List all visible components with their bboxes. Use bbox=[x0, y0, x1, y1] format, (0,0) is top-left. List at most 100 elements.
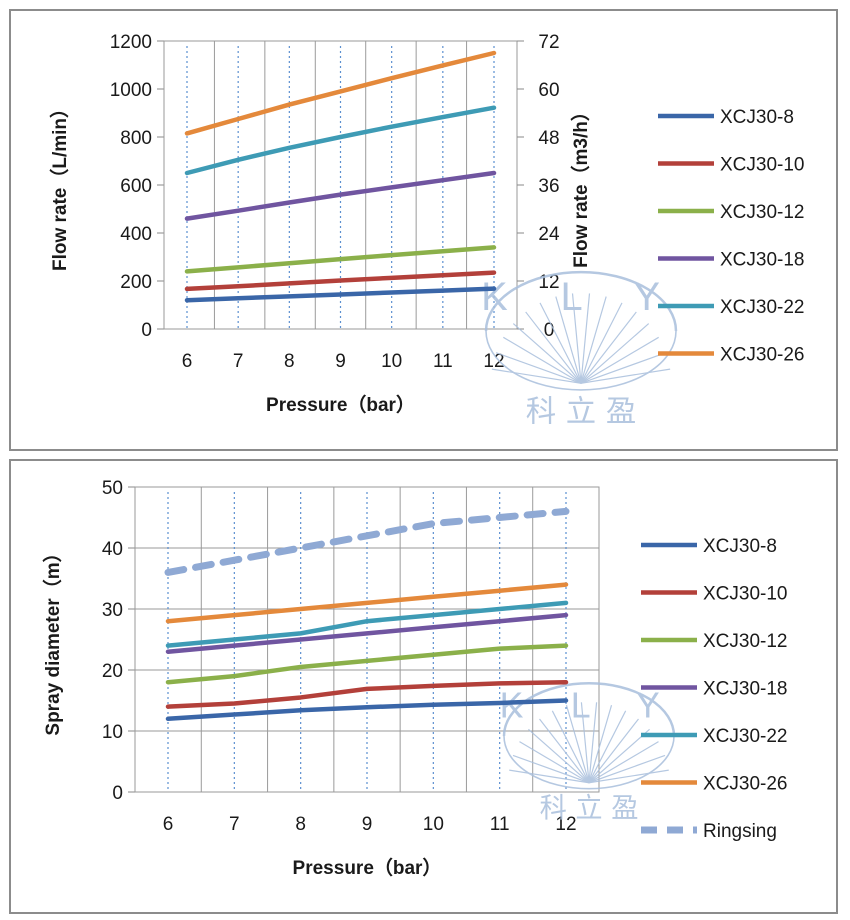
chart1-y-axis-title: Spray diameter（m） bbox=[41, 543, 64, 735]
chart1-watermark-ray bbox=[519, 741, 590, 784]
chart1-xtick-label: 12 bbox=[555, 814, 576, 835]
chart0-watermark-ray bbox=[580, 293, 591, 384]
chart0-legend-label-3: XCJ30-18 bbox=[720, 250, 805, 271]
chart0-ytick-label: 1200 bbox=[110, 32, 152, 53]
chart1-ytick-label: 0 bbox=[112, 783, 123, 804]
chart1-xtick-label: 6 bbox=[163, 814, 174, 835]
chart1-legend-label-2: XCJ30-12 bbox=[703, 631, 788, 652]
chart0-watermark-ray bbox=[491, 368, 582, 384]
chart0-legend-label-1: XCJ30-10 bbox=[720, 155, 805, 176]
chart1-ytick-label: 30 bbox=[102, 600, 123, 621]
chart0-watermark-ring bbox=[485, 271, 677, 391]
chart0-y2tick-label: 36 bbox=[538, 176, 559, 197]
chart0-y2tick-label: 60 bbox=[538, 80, 559, 101]
chart1-xtick-label: 11 bbox=[490, 814, 510, 835]
chart1-watermark-ray bbox=[588, 754, 666, 784]
chart0-ytick-label: 400 bbox=[120, 224, 152, 245]
chart0-watermark-ray bbox=[580, 368, 671, 384]
chart1-ytick-label: 50 bbox=[102, 478, 123, 499]
chart1-watermark-ray bbox=[509, 769, 590, 784]
chart0-series-line-3 bbox=[184, 170, 497, 221]
chart1-watermark-ray bbox=[588, 718, 639, 784]
chart0-xtick-label: 6 bbox=[182, 351, 193, 372]
chart1-ytick-label: 10 bbox=[102, 722, 123, 743]
chart0-xtick-label: 12 bbox=[483, 351, 504, 372]
chart1-watermark-ray bbox=[588, 728, 650, 784]
chart1-legend-label-4: XCJ30-22 bbox=[703, 726, 788, 747]
chart1-xtick-label: 10 bbox=[423, 814, 444, 835]
chart0-y2-axis-title: Flow rate（m3/h） bbox=[569, 102, 592, 268]
chart0-watermark: K L Y 科 立 盈 bbox=[481, 270, 681, 429]
chart0-xtick-label: 10 bbox=[381, 351, 402, 372]
chart0-xtick-label: 8 bbox=[284, 351, 295, 372]
chart0-ytick-label: 1000 bbox=[110, 80, 152, 101]
chart1-watermark-ray bbox=[588, 702, 598, 783]
chart0-xtick-label: 9 bbox=[335, 351, 346, 372]
chart0-watermark-ray bbox=[580, 323, 650, 384]
chart1-watermark-ray bbox=[580, 702, 590, 783]
chart1-watermark-ray bbox=[588, 705, 613, 783]
chart0-series-line-2 bbox=[184, 245, 497, 274]
chart0-watermark-ray bbox=[580, 302, 623, 384]
chart0-y2tick-label: 0 bbox=[544, 320, 555, 341]
chart1-legend-label-1: XCJ30-10 bbox=[703, 584, 788, 605]
chart1-series-line-6 bbox=[164, 507, 570, 576]
chart1-watermark-ray bbox=[539, 718, 590, 784]
chart0-xtick-label: 7 bbox=[233, 351, 244, 372]
chart0-ytick-label: 800 bbox=[120, 128, 152, 149]
chart1-watermark-chinese: 科 立 盈 bbox=[540, 793, 639, 824]
chart1-ytick-label: 20 bbox=[102, 661, 123, 682]
chart1-series-line-4 bbox=[165, 600, 569, 648]
chart0-watermark-ray bbox=[580, 352, 667, 384]
chart0-ytick-label: 200 bbox=[120, 272, 152, 293]
spray-diameter-chart-panel: 0 10 20 30 40 50 6 7 8 9 10 11 12 Pressure（bar） Spray … bbox=[9, 459, 838, 914]
chart0-watermark-ray bbox=[503, 336, 582, 384]
chart1-legend-label-3: XCJ30-18 bbox=[703, 679, 788, 700]
chart0-series-line-1 bbox=[184, 270, 497, 292]
chart0-y-axis-title: Flow rate（L/min） bbox=[48, 99, 71, 271]
chart1-legend-label-0: XCJ30-8 bbox=[703, 536, 777, 557]
chart1-xtick-label: 8 bbox=[295, 814, 306, 835]
chart1-series-line-0 bbox=[165, 698, 569, 722]
flow-rate-chart-panel: 0 200 400 600 800 1000 1200 6 7 8 9 10 11 12 0 12 24 36 48… bbox=[9, 9, 838, 451]
chart0-series-line-5 bbox=[184, 50, 497, 136]
chart1-series-line-1 bbox=[165, 679, 569, 709]
chart0-y2tick-label: 24 bbox=[538, 224, 560, 245]
chart1-watermark-ray bbox=[551, 710, 590, 784]
chart0-series-line-0 bbox=[184, 286, 497, 303]
chart0-watermark-ray bbox=[580, 336, 659, 384]
chart1-watermark: K L Y 科 立 盈 bbox=[500, 682, 679, 824]
chart1-series-line-2 bbox=[165, 643, 569, 685]
chart0-watermark-ray bbox=[495, 352, 582, 384]
chart0-x-axis-title: Pressure（bar） bbox=[266, 393, 415, 416]
chart1-legend-label-5: XCJ30-26 bbox=[703, 774, 788, 795]
chart1-ytick-label: 40 bbox=[102, 539, 123, 560]
chart0-watermark-letters: K L Y bbox=[481, 275, 681, 319]
chart1-watermark-letters: K L Y bbox=[500, 685, 679, 725]
chart0-watermark-ray bbox=[512, 323, 582, 384]
chart0-watermark-ray bbox=[580, 296, 607, 384]
chart0-watermark-ray bbox=[580, 311, 637, 384]
chart1-legend-label-6: Ringsing bbox=[703, 821, 777, 842]
chart0-ytick-label: 600 bbox=[120, 176, 152, 197]
chart1-watermark-ray bbox=[528, 728, 590, 784]
chart0-series-line-4 bbox=[184, 105, 497, 176]
chart0-ytick-label: 0 bbox=[141, 320, 152, 341]
chart1-series-line-3 bbox=[165, 612, 569, 654]
chart0-watermark-ray bbox=[555, 296, 582, 384]
chart1-series-line-5 bbox=[165, 582, 569, 624]
chart0-watermark-ray bbox=[525, 311, 582, 384]
chart0-y2tick-label: 72 bbox=[538, 32, 559, 53]
chart0-watermark-ray bbox=[539, 302, 582, 384]
chart1-xtick-label: 7 bbox=[229, 814, 240, 835]
chart1-xtick-label: 9 bbox=[362, 814, 373, 835]
chart1-watermark-ray bbox=[512, 754, 590, 784]
chart1-x-axis-title: Pressure（bar） bbox=[293, 856, 442, 879]
chart0-legend-label-0: XCJ30-8 bbox=[720, 107, 794, 128]
chart0-legend-label-5: XCJ30-26 bbox=[720, 345, 805, 366]
chart0-legend-label-4: XCJ30-22 bbox=[720, 297, 805, 318]
chart0-y2tick-label: 48 bbox=[538, 128, 559, 149]
spray-diameter-chart: 0 10 20 30 40 50 6 7 8 9 10 11 12 Pressure（bar） Spray … bbox=[41, 478, 788, 879]
chart1-watermark-ray bbox=[588, 710, 627, 784]
